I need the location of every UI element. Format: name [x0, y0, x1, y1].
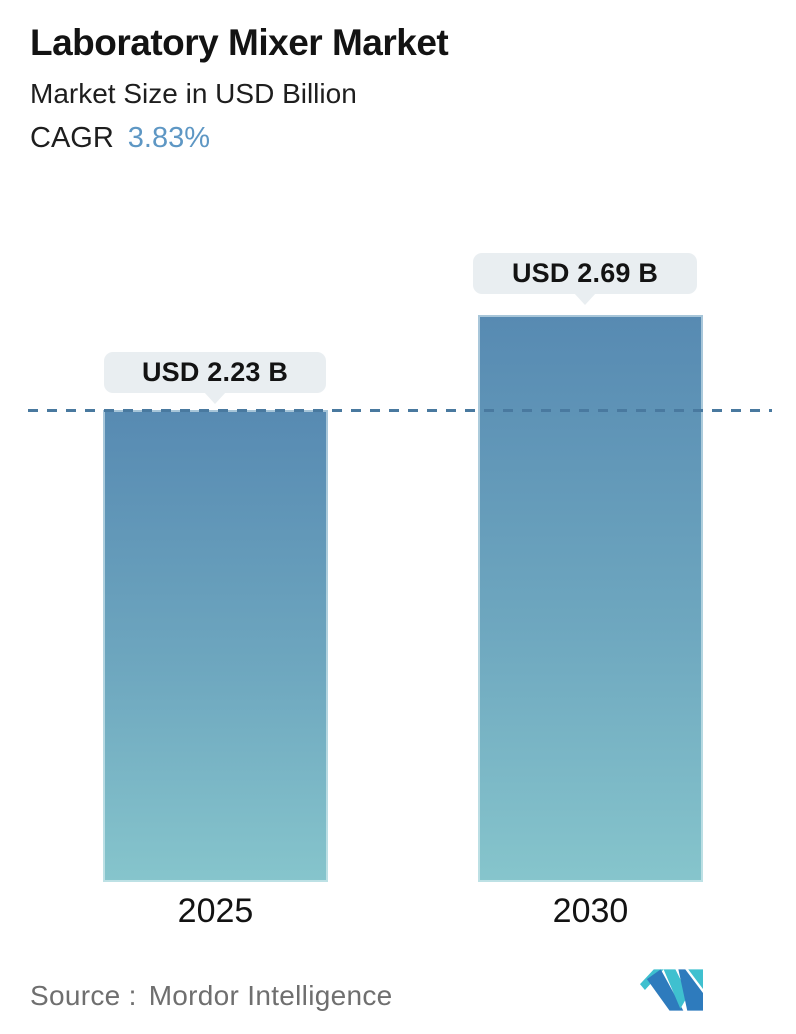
source-label: Source :: [30, 980, 137, 1011]
logo-teal-middle-band: [663, 969, 689, 1009]
mordor-intelligence-logo: [640, 969, 703, 1011]
value-callout-2025: USD 2.23 B: [104, 352, 326, 404]
bar-2025: [103, 410, 328, 882]
reference-dashed-line: [28, 409, 772, 412]
cagr-value: 3.83%: [127, 122, 211, 154]
logo-blue-right-bar: [678, 969, 703, 1011]
page-title: Laboratory Mixer Market: [30, 22, 449, 63]
chart-subtitle: Market Size in USD Billion: [30, 78, 357, 109]
cagr-line: CAGR 3.83%: [30, 122, 448, 155]
value-callout-2030: USD 2.69 B: [473, 253, 697, 305]
bar-2030: [478, 315, 703, 882]
x-axis-label-2030: 2030: [552, 892, 629, 930]
logo-blue-left-diagonal: [646, 969, 684, 1011]
source-line: Source : Mordor Intelligence: [30, 980, 393, 1012]
chart-header: Laboratory Mixer Market Market Size in U…: [30, 22, 449, 155]
value-label-2030: USD 2.69 B: [511, 258, 659, 288]
x-axis-label-2025: 2025: [177, 892, 254, 930]
value-label-2025: USD 2.23 B: [141, 357, 289, 387]
logo-teal-corner-triangle: [688, 969, 703, 990]
source-value: Mordor Intelligence: [148, 980, 393, 1011]
cagr-label: CAGR: [30, 122, 114, 154]
